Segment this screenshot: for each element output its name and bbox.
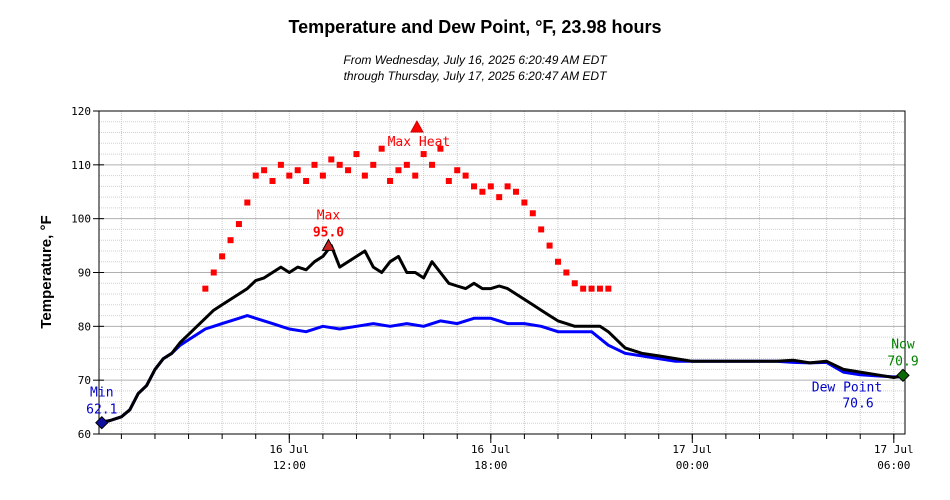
heat-index-point [437, 145, 444, 152]
max-marker [321, 238, 336, 251]
series-layer [98, 145, 906, 425]
heat-index-point [244, 199, 251, 206]
dew-point-value: 70.6 [842, 396, 873, 411]
y-tick-label: 100 [71, 213, 91, 226]
heat-index-point [294, 167, 301, 174]
dew-point-label: Dew Point [812, 380, 882, 395]
heat-index-point [504, 183, 511, 190]
min-value: 62.1 [86, 403, 117, 418]
heat-index-point [210, 269, 217, 276]
heat-index-point [219, 253, 226, 260]
heat-index-point [462, 172, 469, 179]
heat-index-point [605, 285, 612, 292]
heat-index-point [336, 161, 343, 168]
y-tick-label: 70 [78, 374, 91, 387]
heat-index-point [277, 161, 284, 168]
max-label: Max [317, 209, 341, 224]
x-tick-label-date: 16 Jul [471, 443, 511, 456]
heat-index-point [588, 285, 595, 292]
chart-title: Temperature and Dew Point, °F, 23.98 hou… [289, 17, 662, 37]
heat-index-point [496, 194, 503, 201]
heat-index-point [454, 167, 461, 174]
heat-index-point [563, 269, 570, 276]
now-value: 70.9 [887, 354, 918, 369]
heat-index-point [521, 199, 528, 206]
y-axis-label: Temperature, °F [38, 215, 55, 328]
heat-index-point [546, 242, 553, 249]
x-tick-label-time: 06:00 [877, 459, 910, 472]
max-heat-marker [410, 120, 424, 133]
heat-index-point [261, 167, 268, 174]
heat-index-point [387, 177, 394, 184]
now-label: Now [891, 337, 915, 352]
heat-index-point [554, 258, 561, 265]
heat-index-point [412, 172, 419, 179]
heat-index-point [345, 167, 352, 174]
min-marker [95, 415, 109, 430]
heat-index-point [370, 161, 377, 168]
plot-grid [99, 111, 905, 434]
chart-subtitle-line-1: From Wednesday, July 16, 2025 6:20:49 AM… [343, 53, 608, 67]
heat-index-point [252, 172, 259, 179]
now-marker [896, 368, 910, 383]
x-tick-label-date: 16 Jul [269, 443, 309, 456]
y-tick-label: 80 [78, 320, 91, 333]
heat-index-point [479, 188, 486, 195]
heat-index-point [471, 183, 478, 190]
heat-index-point [361, 172, 368, 179]
min-annotation: Min 62.1 [86, 386, 117, 430]
heat-index-point [529, 210, 536, 217]
heat-index-point [378, 145, 385, 152]
max-heat-label: Max Heat [388, 135, 451, 150]
y-tick-label: 60 [78, 428, 91, 441]
y-axis-ticks: 60 70 80 90 100 110 120 [71, 105, 104, 441]
chart-subtitle-line-2: through Thursday, July 17, 2025 6:20:47 … [344, 69, 608, 83]
max-heat-annotation: Max Heat [388, 120, 451, 150]
max-value: 95.0 [313, 226, 344, 241]
heat-index-point [286, 172, 293, 179]
heat-index-point [269, 177, 276, 184]
heat-index-point [353, 151, 360, 158]
now-annotation: Now 70.9 [887, 337, 919, 383]
x-axis-ticks: 16 Jul 12:00 16 Jul 18:00 17 Jul 00:00 17 Jul 0… [120, 434, 914, 472]
x-tick-label-time: 12:00 [273, 459, 306, 472]
heat-index-point [319, 172, 326, 179]
heat-index-point [303, 177, 310, 184]
heat-index-point [429, 161, 436, 168]
min-label: Min [90, 386, 113, 401]
heat-index-point [235, 221, 242, 228]
heat-index-point [328, 156, 335, 163]
heat-index-point [395, 167, 402, 174]
heat-index-point [596, 285, 603, 292]
temperature-line [98, 244, 906, 425]
x-tick-label-date: 17 Jul [672, 443, 712, 456]
heat-index-point [538, 226, 545, 233]
heat-index-point [403, 161, 410, 168]
heat-index-point [487, 183, 494, 190]
heat-index-point [311, 161, 318, 168]
dew-point-annotation: Dew Point 70.6 [812, 380, 882, 411]
heat-index-point [227, 237, 234, 244]
x-tick-label-time: 18:00 [474, 459, 507, 472]
heat-index-point [580, 285, 587, 292]
heat-index-point [420, 151, 427, 158]
y-tick-label: 110 [71, 159, 91, 172]
x-tick-label-time: 00:00 [676, 459, 709, 472]
y-tick-label: 90 [78, 267, 91, 280]
heat-index-point [571, 280, 578, 287]
max-annotation: Max 95.0 [313, 209, 344, 251]
heat-index-point [202, 285, 209, 292]
heat-index-point [512, 188, 519, 195]
x-tick-label-date: 17 Jul [874, 443, 914, 456]
heat-index-point [445, 177, 452, 184]
y-tick-label: 120 [71, 105, 91, 118]
